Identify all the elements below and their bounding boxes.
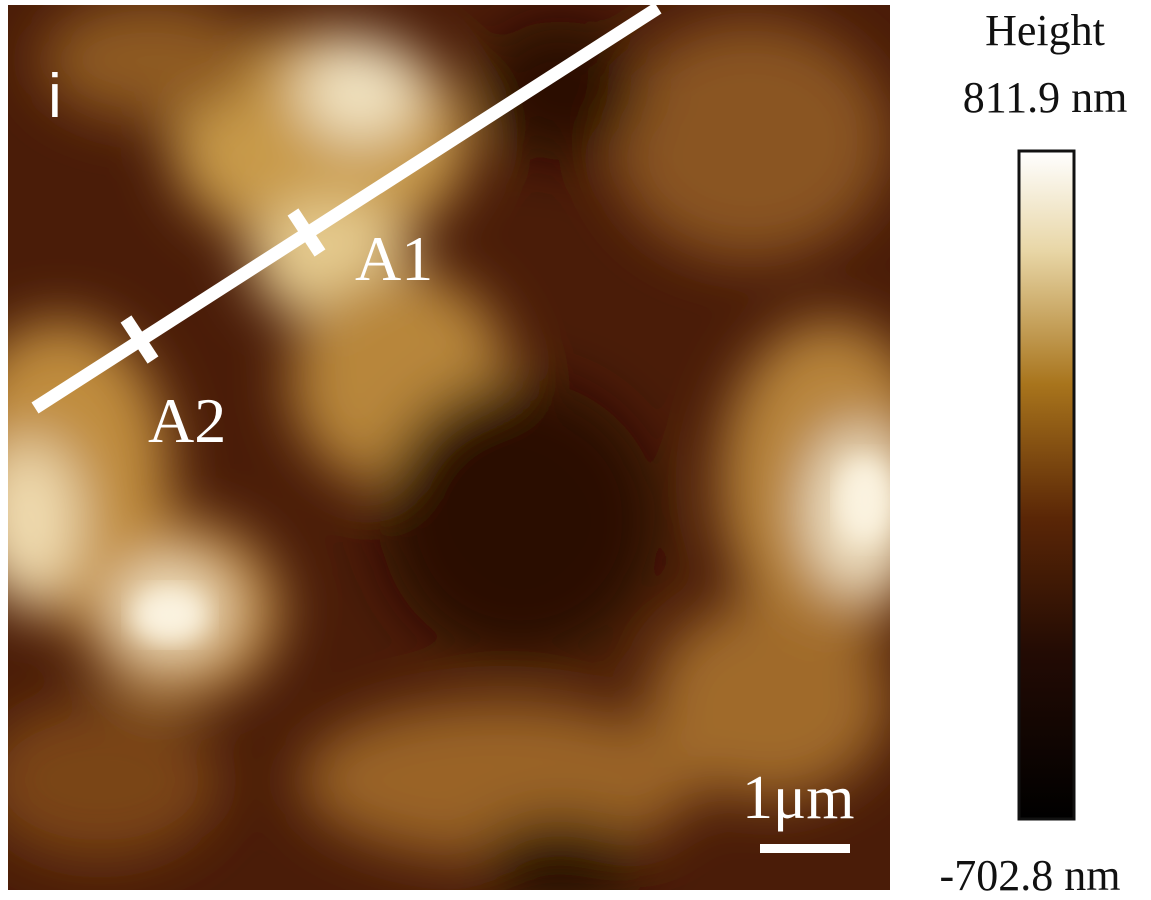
afm-image: [8, 5, 890, 890]
colorbar-min: -702.8 nm: [940, 851, 1121, 900]
scale-bar: [760, 844, 850, 853]
colorbar: [1017, 149, 1076, 821]
marker-label: A2: [148, 385, 226, 456]
colorbar-title: Height: [985, 6, 1105, 55]
panel-label: i: [48, 62, 62, 131]
colorbar-max: 811.9 nm: [963, 73, 1128, 122]
profile-line: [31, 2, 662, 414]
marker-label: A1: [355, 223, 433, 294]
scale-bar-label: 1μm: [742, 764, 854, 832]
